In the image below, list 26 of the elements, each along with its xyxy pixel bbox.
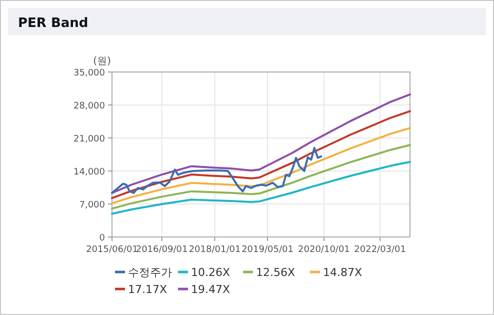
line-series (111, 110, 411, 200)
legend-label: 19.47X (191, 283, 230, 296)
x-tick-label: 2020/10/01 (298, 245, 350, 255)
line-series (111, 127, 411, 204)
y-tick-label: 0 (99, 234, 106, 244)
line-series (111, 93, 411, 194)
line-series (111, 160, 411, 215)
legend-label: 수정주가 (128, 266, 172, 279)
x-tick-label: 2022/03/01 (354, 245, 406, 255)
y-tick-label: 14,000 (74, 168, 106, 178)
line-series (111, 144, 411, 210)
y-tick-label: 35,000 (74, 68, 106, 78)
line-series (111, 146, 322, 194)
y-tick-label: 7,000 (79, 200, 106, 210)
legend-label: 17.17X (128, 283, 168, 296)
x-tick-label: 2019/05/01 (242, 245, 294, 255)
y-axis-title: (원) (93, 56, 111, 67)
chart-title: PER Band (18, 16, 88, 31)
y-tick-label: 28,000 (74, 102, 106, 112)
legend-label: 10.26X (191, 266, 230, 279)
x-tick-label: 2018/01/01 (188, 245, 241, 255)
legend-label: 12.56X (256, 266, 296, 279)
x-tick-label: 2015/06/01 (86, 245, 138, 255)
legend-label: 14.87X (323, 266, 362, 279)
x-tick-label: 2016/09/01 (136, 245, 188, 255)
y-tick-label: 21,000 (74, 134, 106, 144)
